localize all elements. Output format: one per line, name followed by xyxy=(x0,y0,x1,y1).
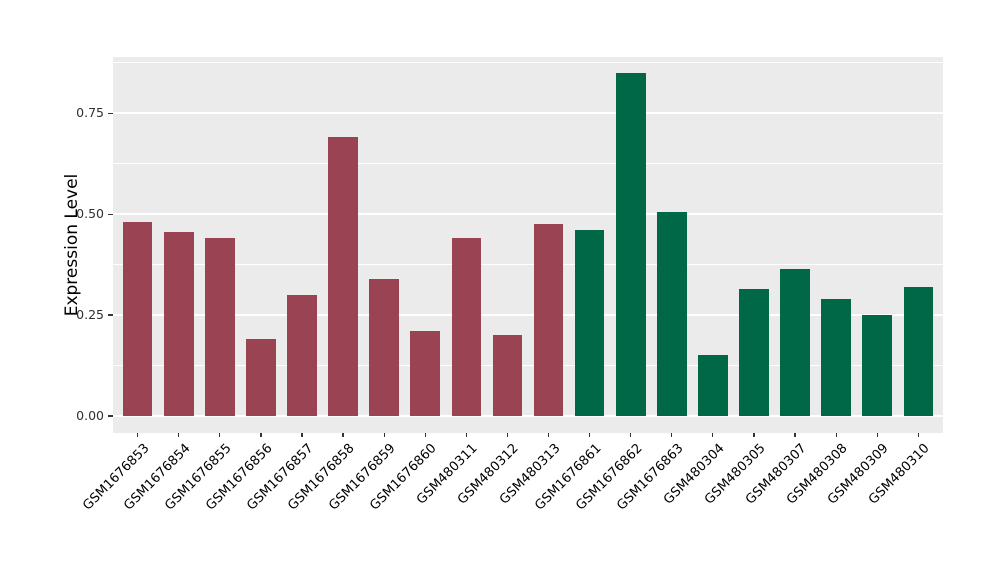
x-tick-mark xyxy=(547,433,550,437)
y-tick-label: 0.25 xyxy=(76,307,104,323)
bar-GSM1676863 xyxy=(657,212,687,417)
bar-GSM1676856 xyxy=(246,339,276,417)
y-tick-mark xyxy=(108,415,113,417)
bar-GSM1676854 xyxy=(163,232,194,417)
bar-GSM1676862 xyxy=(615,72,646,417)
y-tick-mark xyxy=(108,213,113,215)
bar-GSM480307 xyxy=(780,268,810,417)
x-tick-mark xyxy=(876,433,878,437)
major-gridline xyxy=(113,213,943,215)
bar-GSM480310 xyxy=(903,286,934,417)
bar-GSM1676859 xyxy=(369,278,399,417)
bar-GSM1676858 xyxy=(328,137,358,417)
bar-GSM480309 xyxy=(862,315,893,417)
minor-gridline xyxy=(113,264,943,265)
x-tick-mark xyxy=(383,433,385,437)
bar-GSM480305 xyxy=(739,288,769,417)
x-tick-mark xyxy=(589,433,591,437)
y-tick-mark xyxy=(108,314,113,316)
minor-gridline xyxy=(113,163,943,165)
x-tick-mark xyxy=(506,433,509,437)
x-tick-mark xyxy=(630,433,632,437)
x-tick-mark xyxy=(753,433,755,437)
x-tick-mark xyxy=(424,433,426,437)
x-tick-mark xyxy=(301,433,303,437)
bar-GSM480304 xyxy=(698,355,728,417)
major-gridline xyxy=(113,112,943,114)
x-tick-mark xyxy=(671,433,673,437)
bar-GSM480312 xyxy=(492,335,523,417)
major-gridline xyxy=(113,415,943,417)
x-tick-mark xyxy=(178,433,180,437)
plot-panel xyxy=(113,57,943,433)
major-gridline xyxy=(113,314,943,316)
minor-gridline xyxy=(113,62,943,64)
y-tick-label: 0.75 xyxy=(76,105,104,121)
x-tick-mark xyxy=(260,433,262,437)
y-tick-label: 0.00 xyxy=(76,408,104,424)
x-tick-mark xyxy=(712,433,714,437)
bar-GSM480311 xyxy=(451,238,482,417)
x-tick-mark xyxy=(835,433,837,437)
x-tick-mark xyxy=(794,433,796,437)
bar-GSM1676861 xyxy=(574,230,605,417)
minor-gridline xyxy=(113,365,943,366)
bar-GSM1676860 xyxy=(410,331,441,417)
bar-GSM1676857 xyxy=(287,294,317,417)
y-tick-mark xyxy=(108,112,113,114)
y-axis-title: Expression Level xyxy=(62,173,82,317)
x-tick-mark xyxy=(219,433,221,437)
x-tick-mark xyxy=(917,433,919,437)
bar-GSM1676853 xyxy=(122,222,153,417)
bar-GSM480313 xyxy=(533,224,564,417)
y-tick-label: 0.50 xyxy=(76,206,104,222)
bar-GSM1676855 xyxy=(205,238,235,417)
x-tick-mark xyxy=(342,433,344,437)
x-tick-mark xyxy=(137,433,139,437)
x-tick-mark xyxy=(465,433,467,437)
bar-GSM480308 xyxy=(821,298,851,417)
